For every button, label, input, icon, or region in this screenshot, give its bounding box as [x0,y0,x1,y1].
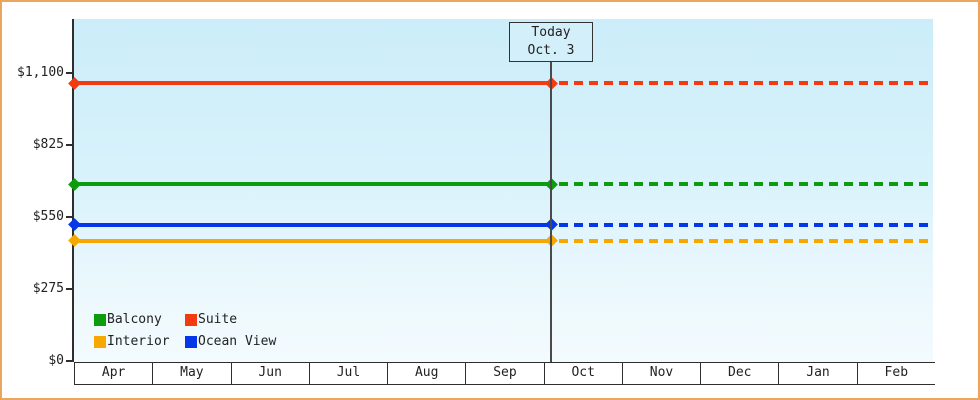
month-cell-sep: Sep [466,363,545,384]
y-axis-tick-label: $0 [48,353,64,368]
legend-label: Suite [198,312,238,327]
legend-item-balcony: Balcony [94,312,185,327]
x-axis-month-band: Apr May Jun Jul Aug Sep Oct Nov Dec Jan Feb [74,362,935,385]
legend-swatch-icon [185,313,197,326]
y-axis-tick-label: $275 [32,281,64,296]
y-axis-tick [66,72,73,74]
y-axis-tick [66,144,73,146]
month-cell-aug: Aug [388,363,467,384]
today-vertical-line [550,61,552,362]
today-label: Today [531,25,571,40]
month-cell-jun: Jun [232,363,310,384]
y-axis-tick [66,288,73,290]
series-line-dashed-ocean-view [559,222,933,227]
series-line-dashed-interior [559,238,933,243]
y-axis-line [72,19,74,362]
month-cell-may: May [153,363,232,384]
y-axis-tick-label: $825 [32,137,64,152]
series-line-solid-ocean-view [74,222,551,227]
chart-legend: Balcony Suite Interior Ocean View [94,312,276,349]
month-cell-dec: Dec [701,363,780,384]
legend-item-interior: Interior [94,334,185,349]
month-cell-apr: Apr [75,363,154,384]
month-cell-feb: Feb [884,365,909,380]
series-line-solid-interior [74,238,551,243]
legend-item-ocean-view: Ocean View [185,334,276,349]
month-cell-nov: Nov [623,363,702,384]
y-axis-tick-label: $1,100 [17,65,64,80]
y-axis-tick [66,216,73,218]
series-line-dashed-balcony [559,182,933,187]
month-cell-oct: Oct [545,363,623,384]
series-line-solid-balcony [74,182,551,187]
series-line-dashed-suite [559,81,933,86]
legend-label: Interior [107,334,170,349]
legend-swatch-icon [94,313,106,326]
month-cell-jul: Jul [310,363,389,384]
today-marker-box: Today Oct. 3 [509,22,593,62]
series-line-solid-suite [74,81,551,86]
month-cell-jan: Jan [779,363,858,384]
today-date: Oct. 3 [527,43,575,58]
legend-swatch-icon [185,335,197,348]
legend-item-suite: Suite [185,312,276,327]
legend-label: Ocean View [198,334,277,349]
plot-area [74,19,933,362]
y-axis-tick [66,360,73,362]
y-axis-tick-label: $550 [32,209,64,224]
legend-label: Balcony [107,312,162,327]
legend-swatch-icon [94,335,106,348]
